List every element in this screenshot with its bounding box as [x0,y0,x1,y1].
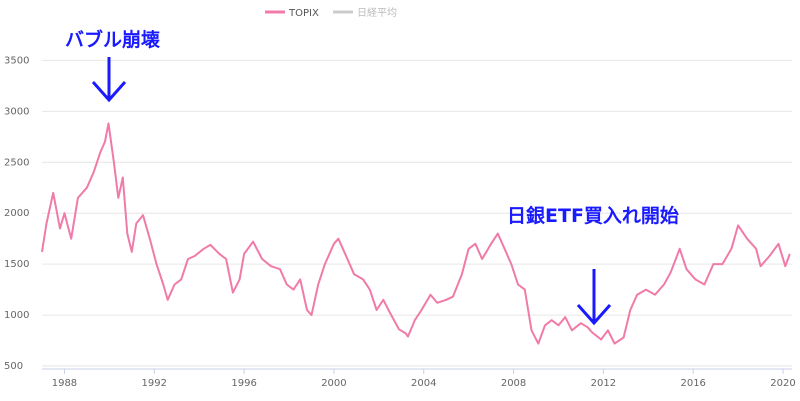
y-tick-label: 3000 [4,106,29,117]
legend-item-nikkei[interactable]: 日経平均 [333,6,397,19]
series-layer [41,122,791,345]
arrow-down-icon [576,269,612,326]
grid-layer [42,59,792,367]
arrow-down-icon [91,57,127,103]
x-tick-label: 1996 [231,378,256,389]
annotation-layer: バブル崩壊 日銀ETF買入れ開始 [65,28,679,326]
y-tick-label: 2500 [4,157,29,168]
y-tick-label: 2000 [4,208,29,219]
x-tick-label: 1988 [52,378,77,389]
legend-item-topix[interactable]: TOPIX [265,8,319,19]
legend: TOPIX 日経平均 [265,6,397,19]
x-tick-label: 2000 [321,378,346,389]
axis-layer: 500 1000 1500 2000 2500 3000 3500 1988 1992 1996 2… [4,55,796,389]
series-line-topix [41,122,791,345]
y-tick-label: 1000 [4,310,29,321]
y-tick-label: 500 [4,361,23,372]
y-tick-label: 3500 [4,55,29,66]
legend-label-nikkei: 日経平均 [357,6,397,19]
x-tick-label: 1992 [142,378,167,389]
annotation-boj-etf: 日銀ETF買入れ開始 [507,204,679,227]
x-tick-label: 2020 [770,378,795,389]
x-tick-label: 2004 [411,378,436,389]
annotation-bubble-collapse: バブル崩壊 [65,28,161,51]
x-tick-label: 2008 [501,378,526,389]
x-tick-label: 2016 [680,378,705,389]
x-tick-label: 2012 [591,378,616,389]
y-tick-label: 1500 [4,259,29,270]
legend-label-topix: TOPIX [288,8,319,19]
